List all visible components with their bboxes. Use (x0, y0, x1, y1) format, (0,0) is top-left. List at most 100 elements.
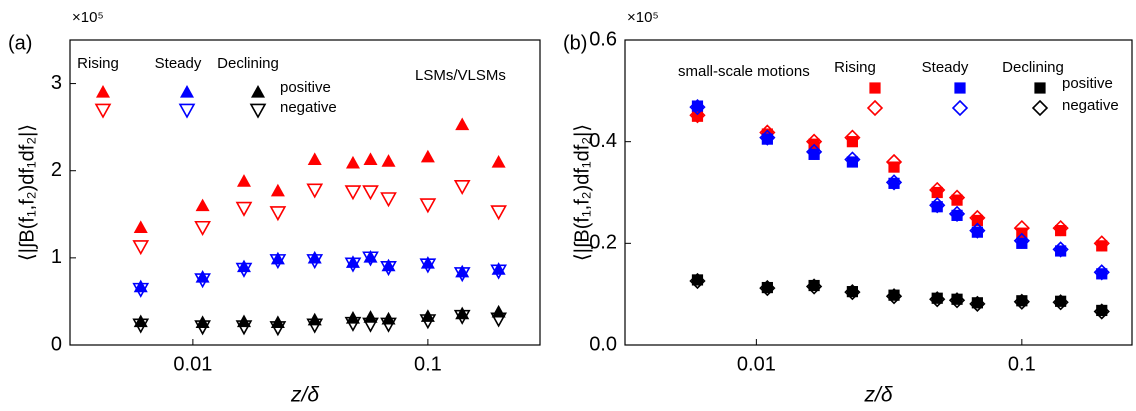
data-point (969, 209, 986, 227)
data-point (490, 312, 507, 328)
data-point (1096, 240, 1108, 252)
data-point (381, 154, 396, 167)
y-tick-label: 1 (51, 246, 62, 268)
plot-frame (69, 39, 541, 346)
data-point (194, 220, 211, 237)
legend-marker (1031, 99, 1049, 117)
data-point (1052, 219, 1069, 237)
y-tick-label: 3 (51, 72, 62, 94)
data-point (929, 197, 946, 214)
data-point (1093, 264, 1110, 281)
data-point (269, 321, 287, 337)
data-point (133, 220, 148, 233)
data-point (362, 251, 379, 267)
data-point (380, 317, 397, 333)
data-point (306, 254, 324, 270)
data-point (761, 281, 773, 294)
data-point (344, 257, 362, 273)
data-point (929, 291, 946, 308)
data-point (195, 198, 210, 212)
data-point (1052, 294, 1069, 311)
data-point (453, 267, 471, 283)
data-point (805, 133, 823, 150)
y-tick-label: 0.4 (589, 130, 617, 152)
data-point (691, 274, 704, 286)
x-tick-label: 0.1 (414, 353, 442, 375)
data-point (844, 151, 861, 168)
data-point (1013, 232, 1030, 249)
data-point (885, 174, 903, 191)
legend-header: Declining (217, 55, 279, 72)
data-point (1096, 268, 1108, 280)
legend-marker (866, 99, 884, 117)
data-point (885, 288, 903, 305)
data-point (490, 264, 507, 280)
legend-marker (1034, 82, 1046, 94)
data-point (844, 284, 861, 301)
y-tick-label: 0.6 (589, 28, 617, 50)
multiplier: ×10⁵ (627, 9, 659, 26)
data-point (1093, 303, 1110, 320)
data-point (969, 295, 986, 312)
legend-header: Steady (922, 59, 969, 76)
x-tick-label: 0.1 (1008, 353, 1036, 375)
multiplier: ×10⁵ (72, 9, 104, 26)
data-point (691, 100, 704, 112)
data-point (344, 316, 362, 332)
legend-label: negative (1062, 97, 1119, 114)
data-point (931, 186, 943, 199)
data-point (846, 156, 858, 168)
data-point (948, 189, 966, 206)
data-point (362, 317, 379, 333)
legend-header: Steady (155, 55, 202, 72)
data-point (888, 161, 900, 173)
data-point (362, 185, 379, 201)
data-point (270, 183, 285, 197)
data-point (1016, 237, 1028, 249)
data-point (236, 174, 251, 187)
annotation: LSMs/VLSMs (415, 67, 506, 84)
data-point (808, 148, 820, 160)
annotation: small-scale motions (678, 63, 810, 80)
data-point (453, 309, 471, 325)
data-point (235, 320, 253, 336)
data-point (846, 286, 858, 298)
panel-label: (b) (563, 32, 587, 54)
data-point (1055, 295, 1067, 307)
y-axis-label: ⟨|∫B(f₁,f₂)df₁df₂|⟩ (16, 124, 38, 261)
data-point (761, 133, 773, 145)
x-axis-label: z/δ (290, 384, 319, 407)
data-point (306, 183, 324, 199)
data-point (307, 152, 322, 165)
data-point (689, 107, 706, 124)
data-point (1013, 219, 1030, 237)
data-point (420, 149, 435, 163)
x-tick-label: 0.01 (737, 353, 776, 375)
data-point (490, 205, 507, 221)
data-point (951, 209, 963, 221)
x-axis-label: z/δ (863, 384, 892, 407)
plot-frame (624, 39, 1133, 346)
data-point (805, 143, 823, 160)
legend-label: negative (280, 99, 337, 116)
data-point (759, 279, 776, 297)
y-tick-label: 0.0 (589, 333, 617, 355)
data-point (491, 304, 506, 318)
legend-marker (951, 99, 969, 117)
data-point (805, 278, 823, 295)
panel-label: (a) (8, 32, 32, 54)
data-point (132, 318, 150, 334)
data-point (885, 153, 903, 171)
data-point (133, 314, 148, 328)
data-point (689, 272, 706, 290)
data-point (808, 279, 820, 292)
data-point (132, 240, 150, 256)
x-tick-label: 0.01 (173, 353, 212, 375)
data-point (269, 206, 287, 222)
data-point (844, 129, 861, 146)
data-point (846, 136, 858, 148)
legend-marker (178, 103, 196, 119)
data-point (363, 310, 378, 323)
legend-marker (180, 85, 194, 98)
